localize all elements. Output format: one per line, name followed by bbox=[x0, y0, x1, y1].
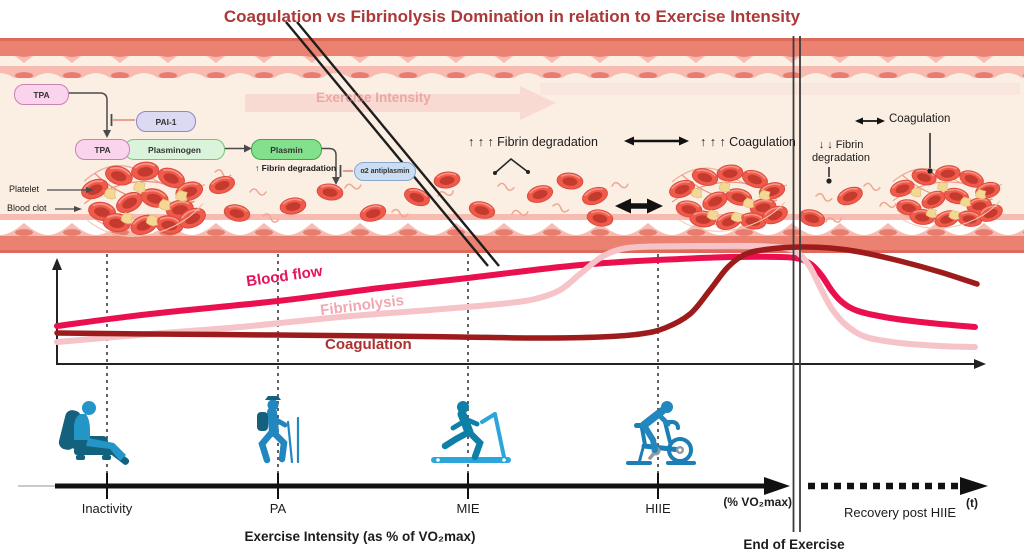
time-unit-label: (t) bbox=[966, 496, 978, 510]
endothelium-top bbox=[0, 56, 1024, 78]
category-label-mie: MIE bbox=[456, 501, 480, 516]
fibrin-degradation-note: ↑ Fibrin degradation bbox=[255, 163, 337, 173]
exercise-intensity-arrow bbox=[245, 83, 1020, 120]
figure-title: Coagulation vs Fibrinolysis Domination i… bbox=[223, 7, 801, 26]
chart-curves bbox=[54, 242, 980, 350]
blood-clot-label: Blood clot bbox=[7, 203, 47, 213]
annotation-arrows bbox=[493, 117, 933, 214]
vessel-break-lines bbox=[285, 21, 500, 267]
inactivity-icon bbox=[58, 401, 130, 465]
platelet-label: Platelet bbox=[9, 184, 40, 194]
treadmill-icon bbox=[431, 401, 511, 463]
category-guide-lines bbox=[106, 254, 659, 480]
physical-activity-icon bbox=[257, 396, 300, 464]
fibrinolysis-curve bbox=[54, 242, 978, 350]
category-label-hiie: HIIE bbox=[645, 501, 671, 516]
tpa-pill-top: TPA bbox=[14, 84, 69, 105]
recovery-label: Recovery post HIIE bbox=[844, 505, 956, 520]
pai1-pill: PAI-1 bbox=[136, 111, 196, 132]
intensity-axis bbox=[18, 473, 988, 499]
mid-fibrin-annotation: ↑ ↑ ↑ Fibrin degradation bbox=[468, 135, 598, 149]
end-of-exercise-line bbox=[792, 36, 801, 532]
pathway-connectors bbox=[47, 92, 353, 212]
x-axis-title: Exercise Intensity (as % of VO₂max) bbox=[244, 529, 476, 544]
chart-axes bbox=[52, 254, 986, 480]
mid-coagulation-annotation: ↑ ↑ ↑ Coagulation bbox=[700, 135, 796, 149]
a2-antiplasmin-pill: α2 antiplasmin bbox=[354, 162, 416, 181]
coagulation-curve bbox=[54, 244, 980, 341]
vo2max-unit-label: (% VO₂max) bbox=[723, 495, 792, 509]
plasmin-pill: Plasmin bbox=[251, 139, 322, 160]
category-label-inactivity: Inactivity bbox=[81, 501, 133, 516]
tpa-pill: TPA bbox=[75, 139, 130, 160]
blood-flow-curve bbox=[54, 253, 978, 330]
end-of-exercise-label: End of Exercise bbox=[743, 537, 845, 552]
exercise-intensity-watermark: Exercise Intensity bbox=[316, 90, 431, 105]
category-label-pa: PA bbox=[269, 501, 287, 516]
post-fibrin-annotation: ↓ ↓ Fibrin degradation bbox=[811, 139, 871, 164]
post-coagulation-annotation: Coagulation bbox=[889, 113, 951, 125]
plasminogen-pill: Plasminogen bbox=[124, 139, 225, 160]
spin-bike-icon bbox=[626, 401, 696, 465]
coagulation-curve-label: Coagulation bbox=[325, 336, 412, 353]
